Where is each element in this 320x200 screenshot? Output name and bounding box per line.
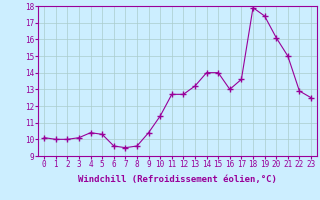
X-axis label: Windchill (Refroidissement éolien,°C): Windchill (Refroidissement éolien,°C)	[78, 175, 277, 184]
